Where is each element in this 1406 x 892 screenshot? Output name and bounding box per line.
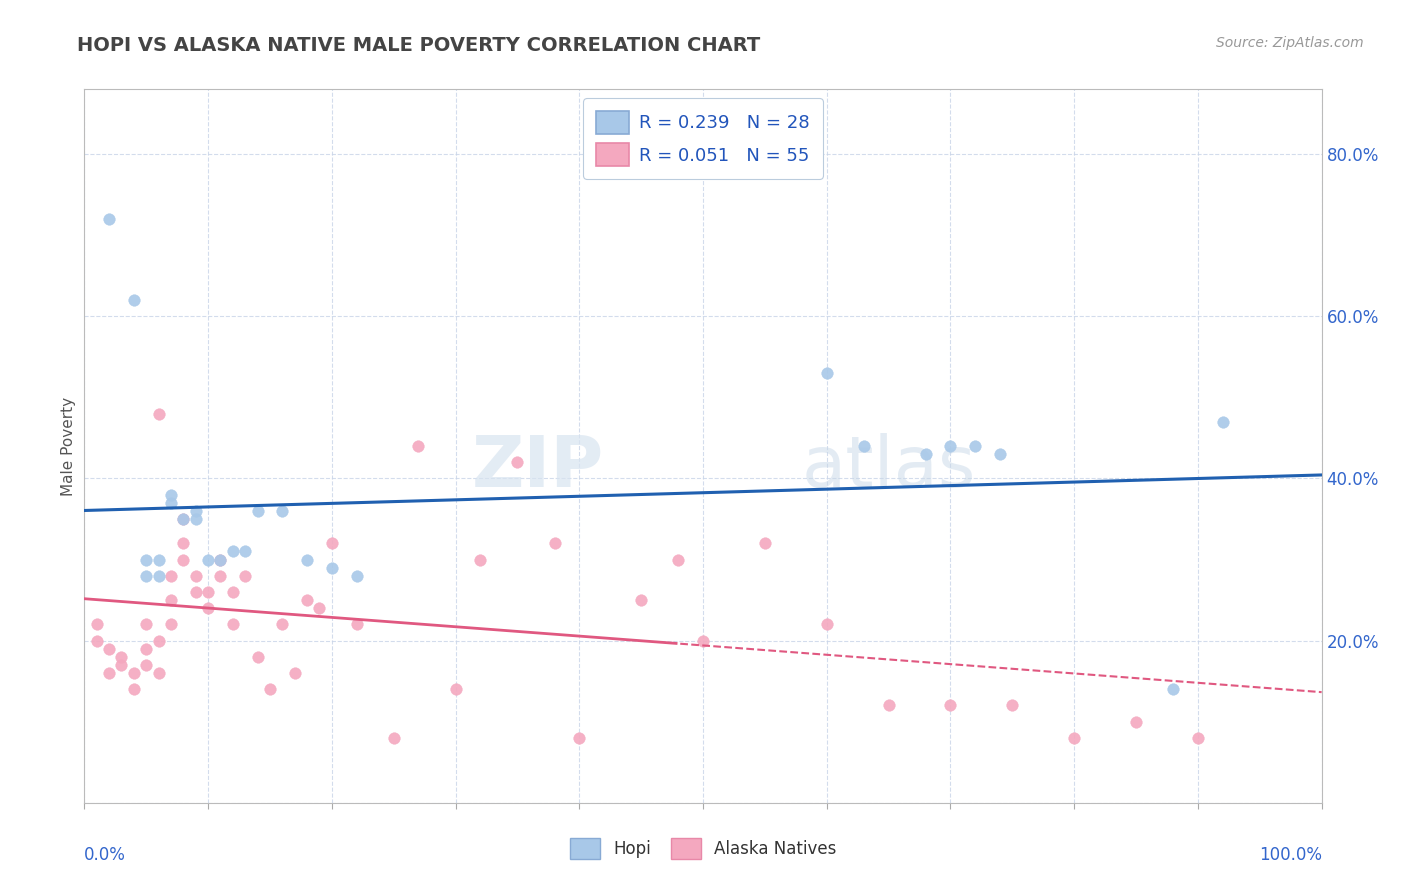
Point bbox=[988, 447, 1011, 461]
Point bbox=[135, 617, 157, 632]
Point bbox=[271, 617, 294, 632]
Point bbox=[284, 666, 307, 681]
Point bbox=[160, 496, 183, 510]
Point bbox=[197, 601, 219, 615]
Point bbox=[271, 504, 294, 518]
Point bbox=[197, 585, 219, 599]
Point bbox=[160, 593, 183, 607]
Point bbox=[321, 536, 343, 550]
Point bbox=[1187, 731, 1209, 745]
Point bbox=[222, 585, 245, 599]
Point bbox=[692, 633, 714, 648]
Point bbox=[172, 512, 194, 526]
Point bbox=[630, 593, 652, 607]
Point bbox=[1063, 731, 1085, 745]
Point bbox=[1001, 698, 1024, 713]
Point bbox=[184, 568, 207, 582]
Point bbox=[209, 552, 232, 566]
Text: Source: ZipAtlas.com: Source: ZipAtlas.com bbox=[1216, 36, 1364, 50]
Point bbox=[86, 617, 108, 632]
Point bbox=[98, 641, 121, 656]
Text: ZIP: ZIP bbox=[472, 433, 605, 502]
Point bbox=[408, 439, 430, 453]
Point bbox=[148, 633, 170, 648]
Point bbox=[148, 407, 170, 421]
Point bbox=[965, 439, 987, 453]
Point bbox=[233, 544, 256, 558]
Point bbox=[543, 536, 565, 550]
Text: atlas: atlas bbox=[801, 433, 976, 502]
Point bbox=[197, 552, 219, 566]
Point bbox=[1161, 682, 1184, 697]
Point bbox=[346, 617, 368, 632]
Point bbox=[122, 666, 145, 681]
Point bbox=[1212, 415, 1234, 429]
Point bbox=[815, 366, 838, 380]
Point bbox=[135, 552, 157, 566]
Point bbox=[110, 657, 132, 672]
Point bbox=[172, 512, 194, 526]
Point bbox=[209, 568, 232, 582]
Point bbox=[160, 568, 183, 582]
Point bbox=[148, 552, 170, 566]
Point bbox=[939, 439, 962, 453]
Point bbox=[122, 682, 145, 697]
Point bbox=[444, 682, 467, 697]
Text: 100.0%: 100.0% bbox=[1258, 846, 1322, 863]
Point bbox=[295, 593, 318, 607]
Point bbox=[172, 536, 194, 550]
Point bbox=[506, 455, 529, 469]
Point bbox=[308, 601, 330, 615]
Point bbox=[86, 633, 108, 648]
Point bbox=[172, 552, 194, 566]
Point bbox=[815, 617, 838, 632]
Legend: Hopi, Alaska Natives: Hopi, Alaska Natives bbox=[562, 831, 844, 866]
Point bbox=[110, 649, 132, 664]
Point bbox=[246, 504, 269, 518]
Point bbox=[184, 512, 207, 526]
Point bbox=[346, 568, 368, 582]
Point bbox=[135, 568, 157, 582]
Point bbox=[184, 585, 207, 599]
Point bbox=[135, 641, 157, 656]
Point bbox=[852, 439, 875, 453]
Point bbox=[754, 536, 776, 550]
Point bbox=[233, 568, 256, 582]
Point bbox=[122, 293, 145, 307]
Point bbox=[148, 568, 170, 582]
Point bbox=[382, 731, 405, 745]
Point bbox=[98, 666, 121, 681]
Text: 0.0%: 0.0% bbox=[84, 846, 127, 863]
Point bbox=[222, 544, 245, 558]
Point bbox=[470, 552, 492, 566]
Point bbox=[666, 552, 689, 566]
Text: HOPI VS ALASKA NATIVE MALE POVERTY CORRELATION CHART: HOPI VS ALASKA NATIVE MALE POVERTY CORRE… bbox=[77, 36, 761, 54]
Point bbox=[259, 682, 281, 697]
Point bbox=[160, 617, 183, 632]
Point bbox=[568, 731, 591, 745]
Point bbox=[914, 447, 936, 461]
Point bbox=[98, 211, 121, 226]
Point bbox=[222, 617, 245, 632]
Point bbox=[246, 649, 269, 664]
Point bbox=[160, 488, 183, 502]
Point bbox=[939, 698, 962, 713]
Point bbox=[1125, 714, 1147, 729]
Point bbox=[877, 698, 900, 713]
Point bbox=[184, 504, 207, 518]
Y-axis label: Male Poverty: Male Poverty bbox=[60, 396, 76, 496]
Point bbox=[321, 560, 343, 574]
Point bbox=[148, 666, 170, 681]
Point bbox=[135, 657, 157, 672]
Point bbox=[209, 552, 232, 566]
Point bbox=[295, 552, 318, 566]
